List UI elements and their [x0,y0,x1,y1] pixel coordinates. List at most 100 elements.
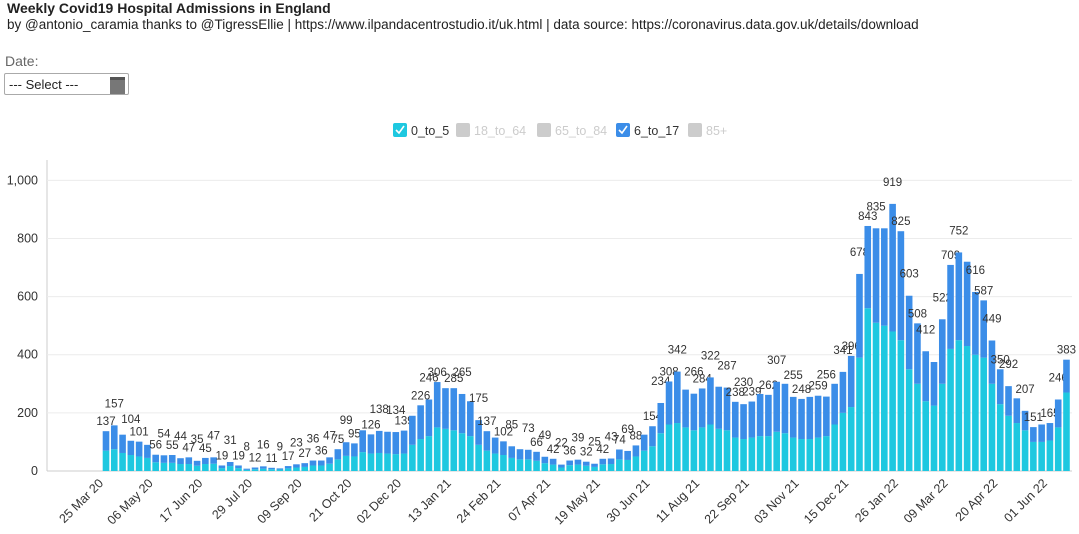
bar [740,439,747,471]
bar [442,388,449,429]
data-label: 306 [428,367,447,379]
bar [193,460,201,466]
bar [1054,399,1062,428]
bar [914,323,921,384]
bar [806,439,814,471]
bar [591,466,598,471]
bar [367,453,375,471]
bar [202,457,209,465]
legend-item[interactable]: 6_to_17 [616,123,679,138]
bar [210,457,217,464]
bar [980,357,987,471]
date-select[interactable]: --- Select --- [4,73,129,95]
bar [574,464,582,471]
bar [400,430,408,454]
bar [375,452,383,471]
bar [284,468,292,471]
bar [1038,441,1045,471]
data-label: 19 [216,450,229,462]
bar [640,434,648,451]
bar [1054,427,1062,471]
bar [748,401,756,438]
bar [168,455,176,463]
bar [988,340,996,384]
bar [938,319,946,384]
legend-item[interactable]: 65_to_84 [537,123,607,138]
data-label: 47 [323,430,336,442]
bar [872,322,880,471]
bar [268,469,275,471]
subtitle: by @antonio_caramia thanks to @TigressEl… [7,17,919,32]
legend-checkbox [537,123,551,137]
data-label: 265 [452,367,471,379]
bar [665,381,673,425]
x-tick-label: 09 Mar 22 [901,476,951,526]
bar [806,396,814,440]
x-tick-label: 07 Apr 21 [506,476,554,524]
bar [458,433,466,471]
bar [417,405,424,440]
data-label: 207 [1015,384,1034,396]
data-label: 44 [174,431,187,443]
bar [823,436,830,471]
x-tick-label: 17 Jun 20 [157,476,206,525]
data-label: 137 [477,416,496,428]
bar [955,252,963,341]
bar [599,458,607,465]
bar [160,462,168,471]
bar [856,357,863,471]
bar [789,437,797,471]
data-label: 238 [726,387,745,399]
data-label: 678 [850,247,869,259]
data-label: 12 [249,453,262,465]
bar [823,396,830,437]
check-mark [618,125,628,135]
legend-item[interactable]: 0_to_5 [393,123,449,138]
bar [582,465,590,471]
data-label: 95 [348,428,361,440]
bar [442,428,449,471]
legend-item[interactable]: 18_to_64 [456,123,526,138]
bar [972,291,979,355]
bar [731,401,739,438]
calendar-icon[interactable] [110,77,125,94]
data-label: 255 [784,370,803,382]
bar [202,464,209,471]
bar [293,464,300,468]
bar [1021,430,1029,471]
data-label: 603 [900,269,919,281]
bar [798,398,805,440]
bar [558,467,565,471]
bar [508,457,516,471]
data-label: 154 [643,411,663,423]
bar [467,401,474,437]
bar [210,463,217,471]
bar [698,388,706,428]
data-label: 27 [298,448,311,460]
bar [748,437,756,471]
bar [665,424,673,471]
data-label: 36 [315,446,328,458]
x-tick-label: 01 Jun 22 [1001,476,1050,525]
data-label: 843 [858,211,877,223]
bar [930,362,938,406]
data-label: 256 [817,370,836,382]
bar [160,455,168,463]
data-label: 139 [394,416,413,428]
legend-label: 6_to_17 [634,124,679,138]
bar [1021,410,1029,431]
bar [367,434,375,454]
bar [425,399,433,437]
bar [1063,359,1070,393]
bar [988,383,996,471]
data-label: 137 [96,416,115,428]
data-label: 287 [717,361,736,373]
data-label: 19 [232,450,245,462]
bar [359,452,366,471]
bar [193,465,201,471]
x-tick-label: 29 Jul 20 [209,476,255,522]
legend-item[interactable]: 85+ [688,123,727,138]
bar [102,431,110,451]
bar [607,464,615,471]
bar [549,464,557,471]
